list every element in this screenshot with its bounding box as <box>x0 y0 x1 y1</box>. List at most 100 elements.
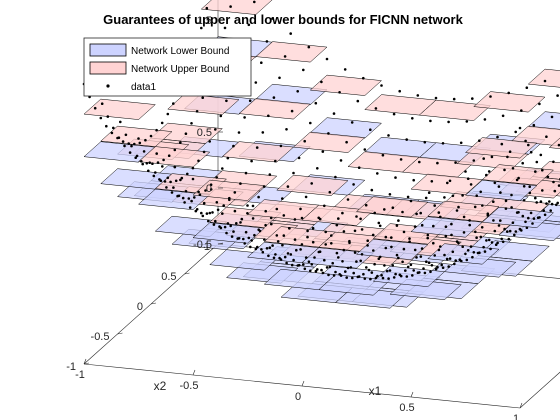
data1-point <box>229 224 232 228</box>
data1-point <box>408 240 411 243</box>
data1-point <box>480 226 484 229</box>
data1-point <box>511 221 515 224</box>
data1-point <box>418 160 421 164</box>
data1-point <box>207 219 210 223</box>
data1-point <box>195 110 199 113</box>
data1-point <box>466 249 470 252</box>
data1-point <box>134 156 137 159</box>
data1-point <box>521 161 524 165</box>
data1-point <box>474 230 477 234</box>
data1-point <box>228 196 231 200</box>
y-tick-mark <box>184 272 190 275</box>
data1-point <box>520 229 523 232</box>
data1-point <box>423 140 427 144</box>
data1-point <box>321 271 325 275</box>
data1-point <box>411 274 414 277</box>
y-tick-label: 0 <box>137 301 143 313</box>
data1-point <box>188 206 192 209</box>
data1-point <box>408 237 411 240</box>
legend-label-data1: data1 <box>131 82 156 93</box>
data1-point <box>479 235 483 239</box>
data1-point <box>204 189 207 192</box>
data1-point <box>543 213 547 217</box>
data1-point <box>381 153 385 157</box>
data1-point <box>363 277 367 280</box>
data1-point <box>205 212 209 215</box>
data1-point <box>422 267 425 270</box>
data1-point <box>299 207 302 211</box>
data1-point <box>397 219 400 222</box>
data1-point <box>205 6 209 10</box>
data1-point <box>501 240 505 244</box>
data1-point <box>316 167 319 170</box>
data1-point <box>377 257 381 261</box>
data1-point <box>255 146 259 149</box>
data1-point <box>420 223 424 227</box>
data1-point <box>376 172 379 175</box>
y-axis-label: x2 <box>154 379 167 393</box>
data1-point <box>201 214 205 218</box>
data1-point <box>246 204 249 207</box>
data1-point <box>248 99 252 102</box>
data1-point <box>468 223 472 227</box>
upper-bound-patch <box>292 131 366 153</box>
data1-point <box>337 217 340 220</box>
legend-swatch-upper-bound <box>89 61 127 75</box>
data1-point <box>247 236 251 240</box>
data1-point <box>481 204 484 207</box>
data1-point <box>124 133 128 137</box>
bound-patches <box>83 0 560 309</box>
data1-point <box>423 271 427 275</box>
data1-point <box>110 131 114 135</box>
data1-point <box>160 121 164 125</box>
data1-point <box>419 211 423 215</box>
data1-point <box>482 157 486 160</box>
data1-point <box>541 189 544 192</box>
data1-point <box>384 235 388 239</box>
data1-point <box>264 209 268 213</box>
data1-point <box>539 153 543 157</box>
data1-point <box>323 204 326 208</box>
data1-point <box>292 258 295 262</box>
data1-point <box>553 189 557 193</box>
data1-point <box>339 274 343 277</box>
data1-point <box>508 150 512 153</box>
data1-point <box>161 165 164 168</box>
data1-point <box>366 244 369 247</box>
data1-point <box>532 217 536 220</box>
data1-point <box>471 97 474 100</box>
y-tick-label: -0.5 <box>91 331 110 343</box>
data1-point <box>269 216 273 220</box>
data1-point <box>183 201 186 204</box>
data1-point <box>147 169 150 173</box>
data1-point <box>413 225 417 228</box>
data1-point <box>450 222 453 226</box>
data1-point <box>314 101 318 105</box>
data1-point <box>427 191 431 194</box>
data1-point <box>387 277 390 280</box>
data1-point <box>327 132 330 135</box>
data1-point <box>265 247 269 250</box>
data1-point <box>362 76 365 80</box>
data1-point <box>440 263 444 267</box>
data1-point <box>469 183 473 186</box>
data1-point <box>200 26 203 30</box>
data1-point <box>420 247 424 250</box>
data1-point <box>169 180 172 184</box>
data1-point <box>260 248 263 251</box>
tick-labels: -0.500.511.52-1-0.500.51-1-0.500.51 <box>66 15 523 420</box>
data1-point <box>447 120 450 124</box>
data1-point <box>527 143 530 147</box>
x-tick-mark <box>301 380 305 387</box>
data1-point <box>415 256 418 259</box>
data1-point <box>200 211 203 215</box>
data1-point <box>492 219 495 222</box>
data1-point <box>325 57 329 61</box>
data1-point <box>324 243 328 246</box>
data1-point <box>487 238 491 242</box>
data1-point <box>380 274 383 277</box>
data1-point <box>144 138 147 142</box>
data1-point <box>211 211 214 214</box>
data1-point <box>155 128 158 132</box>
data1-point <box>535 201 538 204</box>
